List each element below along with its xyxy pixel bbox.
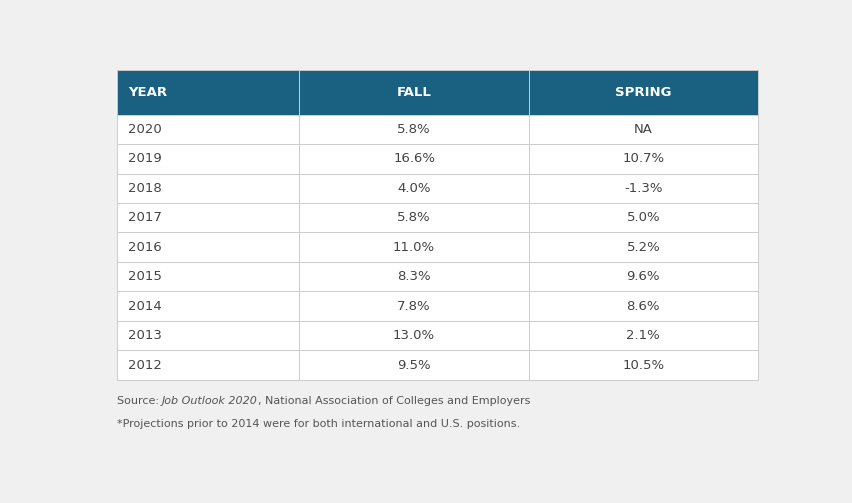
Text: , National Association of Colleges and Employers: , National Association of Colleges and E… [257,396,530,406]
Text: 11.0%: 11.0% [393,241,435,254]
Text: 2013: 2013 [128,329,162,342]
Text: 5.2%: 5.2% [625,241,659,254]
Bar [117,115,757,144]
Text: -1.3%: -1.3% [624,182,662,195]
Bar [117,262,757,291]
Bar [117,70,299,115]
Text: 13.0%: 13.0% [393,329,435,342]
Bar [117,321,757,351]
Text: 5.0%: 5.0% [625,211,659,224]
Text: 16.6%: 16.6% [393,152,435,165]
Text: 8.6%: 8.6% [626,300,659,313]
Text: 7.8%: 7.8% [397,300,430,313]
Text: YEAR: YEAR [128,86,167,99]
Text: 5.8%: 5.8% [397,123,430,136]
Text: 9.5%: 9.5% [397,359,430,372]
Text: 2012: 2012 [128,359,162,372]
Text: 4.0%: 4.0% [397,182,430,195]
Text: *Projections prior to 2014 were for both international and U.S. positions.: *Projections prior to 2014 were for both… [117,420,519,430]
Text: 2014: 2014 [128,300,162,313]
Text: 10.5%: 10.5% [621,359,664,372]
Bar [528,70,757,115]
Text: 2015: 2015 [128,270,162,283]
Text: 2016: 2016 [128,241,162,254]
Bar [299,70,528,115]
Bar [117,174,757,203]
Bar [117,203,757,232]
Bar [117,232,757,262]
Text: NA: NA [633,123,652,136]
Text: Job Outlook 2020: Job Outlook 2020 [162,396,257,406]
Text: 5.8%: 5.8% [397,211,430,224]
Bar [117,70,757,380]
Text: 2018: 2018 [128,182,162,195]
Text: Source:: Source: [117,396,162,406]
Text: 2017: 2017 [128,211,162,224]
Text: SPRING: SPRING [614,86,671,99]
Text: 10.7%: 10.7% [621,152,664,165]
Text: 2019: 2019 [128,152,162,165]
Text: 2.1%: 2.1% [625,329,659,342]
Text: 2020: 2020 [128,123,162,136]
Bar [117,351,757,380]
Text: 8.3%: 8.3% [397,270,430,283]
Bar [117,144,757,174]
Text: 9.6%: 9.6% [626,270,659,283]
Bar [117,291,757,321]
Text: FALL: FALL [396,86,431,99]
